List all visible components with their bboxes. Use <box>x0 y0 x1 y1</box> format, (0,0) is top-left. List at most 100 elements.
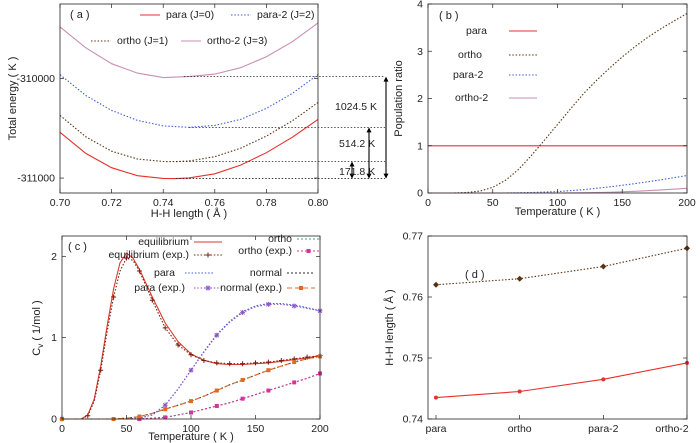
y-tick-label: -311000 <box>17 173 55 185</box>
panel-label: ( b ) <box>439 10 459 22</box>
data-point <box>214 403 219 408</box>
legend-label: para <box>154 267 175 279</box>
data-point <box>600 263 607 270</box>
y-tick-label: 0.76 <box>403 292 424 304</box>
bond-length-line-lower <box>435 362 688 399</box>
data-point <box>124 255 129 261</box>
data-point <box>278 357 284 363</box>
legend-label: normal (exp.) <box>220 282 282 294</box>
data-point <box>111 294 117 300</box>
legend-marker <box>205 285 211 291</box>
data-point <box>98 367 104 373</box>
data-point <box>292 380 297 385</box>
x-tick-label: 100 <box>182 423 200 435</box>
panel-c: 0 50 100 150 200 0 1 2 Temperature ( K ) Cv ( 1/m… <box>31 233 329 443</box>
data-point <box>85 413 91 419</box>
energy-curve-ortho <box>59 102 319 163</box>
x-tick-label: 150 <box>247 423 265 435</box>
panel-label: ( d ) <box>465 269 485 281</box>
data-point <box>265 301 271 307</box>
plot-frame <box>59 3 319 194</box>
data-point <box>163 407 168 412</box>
y-tick-label: 1 <box>51 332 57 344</box>
x-tick-label: 0.70 <box>50 197 71 209</box>
y-tick-label: -310000 <box>16 73 55 85</box>
data-point <box>240 396 245 401</box>
data-point <box>240 309 246 315</box>
x-tick-label: ortho <box>508 423 532 435</box>
x-axis-label: H-H length ( Å ) <box>151 207 227 220</box>
legend-label: para-2 <box>453 69 484 81</box>
gap-arrowhead <box>383 173 389 179</box>
data-point <box>188 367 194 373</box>
x-tick-label: 0.80 <box>308 197 329 209</box>
energy-curve-ortho2 <box>59 22 319 79</box>
panel-label: ( c ) <box>68 241 87 253</box>
y-axis-label: Total energy ( K ) <box>7 57 19 141</box>
data-point <box>266 388 271 393</box>
data-point <box>517 389 522 394</box>
x-tick-label: 0.74 <box>153 197 174 209</box>
legend-label: ortho (J=1) <box>117 35 168 47</box>
panel-a: 0.70 0.72 0.74 0.76 0.78 0.80 -310000 -311000 H-… <box>7 3 389 220</box>
legend-label: ortho-2 (J=3) <box>207 35 267 47</box>
data-point <box>601 377 606 382</box>
y-tick-label: 4 <box>417 0 423 11</box>
gap-label: 171.8 K <box>339 166 375 178</box>
data-point <box>266 368 271 373</box>
x-tick-label: 200 <box>678 197 696 209</box>
y-tick-label: 0.77 <box>403 231 424 243</box>
legend-label: normal <box>250 267 282 279</box>
y-tick-label: 0.74 <box>403 414 424 426</box>
data-point <box>162 402 168 408</box>
energy-curve-para2 <box>59 74 319 128</box>
y-axis-label: Cv ( 1/mol ) <box>31 300 45 355</box>
data-point <box>516 275 523 282</box>
data-point <box>189 399 193 404</box>
y-tick-label: 3 <box>417 46 423 58</box>
plot-frame <box>61 235 321 420</box>
x-tick-label: 100 <box>549 197 567 209</box>
legend-marker <box>205 252 211 258</box>
plot-frame <box>427 235 688 420</box>
x-tick-label: ortho-2 <box>655 423 688 435</box>
legend-label: ortho <box>268 233 292 245</box>
data-point <box>214 388 219 393</box>
data-point <box>253 360 258 366</box>
y-tick-label: 0.75 <box>403 353 424 365</box>
x-tick-label: 0.72 <box>101 197 122 209</box>
data-point <box>214 360 220 366</box>
x-tick-label: 150 <box>613 197 631 209</box>
data-point <box>433 281 439 288</box>
data-point <box>188 352 194 358</box>
data-point <box>291 303 297 309</box>
gap-label: 514.2 K <box>339 138 375 150</box>
gap-arrowhead <box>349 161 355 167</box>
y-tick-label: 0 <box>51 414 57 426</box>
x-tick-label: para <box>425 423 446 435</box>
legend-label: ortho <box>458 49 482 61</box>
data-point <box>240 361 246 367</box>
legend-label: ortho-2 <box>455 92 488 104</box>
gap-arrowhead <box>349 173 355 179</box>
x-axis-label: Temperature ( K ) <box>515 206 601 218</box>
bond-length-line-upper <box>435 247 688 286</box>
y-axis-label: H-H length ( Å ) <box>383 289 396 365</box>
data-point <box>227 361 233 367</box>
population-curve-ortho <box>428 13 688 194</box>
legend-label: para <box>466 25 487 37</box>
legend-label: para (J=0) <box>166 9 214 21</box>
legend-label: ortho (exp.) <box>238 245 292 257</box>
x-tick-label: 200 <box>311 423 329 435</box>
data-point <box>137 414 142 419</box>
data-point <box>162 325 168 331</box>
data-point <box>136 268 142 274</box>
x-tick-label: 0.78 <box>256 197 277 209</box>
legend-label: equilibrium <box>138 236 189 248</box>
data-point <box>214 332 220 338</box>
gap-arrowhead <box>383 76 389 82</box>
x-tick-label: 0 <box>59 423 65 435</box>
x-tick-label: 50 <box>487 197 499 209</box>
panel-d: para ortho para-2 ortho-2 0.74 0.75 0.76 0.77 H-… <box>383 231 690 435</box>
